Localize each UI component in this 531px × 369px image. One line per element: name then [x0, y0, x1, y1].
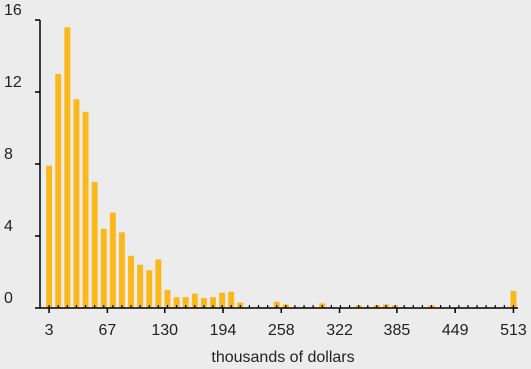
histogram-bar [200, 298, 207, 308]
histogram-bar [64, 27, 71, 308]
x-tick-label: 67 [98, 322, 116, 339]
histogram-bar [182, 297, 189, 308]
x-tick-label: 130 [151, 322, 178, 339]
histogram-bar [118, 232, 125, 308]
histogram-bar [46, 165, 53, 308]
y-tick-label: 0 [4, 290, 13, 307]
histogram-bar [210, 297, 216, 308]
x-tick-label: 258 [268, 322, 295, 339]
axes-group: 0 4 8 12 16 3 67 130 194 258 322 385 449 513 [4, 2, 527, 339]
x-tick-label: 3 [45, 322, 54, 339]
histogram-bar [273, 301, 280, 308]
x-tick-label: 322 [326, 322, 353, 339]
histogram-bar [82, 111, 89, 308]
histogram-bar [164, 290, 171, 308]
y-tick-label: 16 [4, 2, 22, 19]
histogram-bar [219, 292, 226, 308]
x-tick-label: 194 [210, 322, 237, 339]
histogram-bar [155, 259, 162, 308]
histogram-bar [100, 228, 107, 308]
histogram-bar [510, 290, 517, 308]
histogram-bar [173, 297, 180, 308]
histogram-bar [73, 99, 80, 308]
histogram-bar [137, 264, 144, 308]
x-tick-label: 449 [442, 322, 469, 339]
y-tick-label: 4 [4, 218, 13, 235]
histogram-bar [91, 182, 98, 308]
histogram-bar [55, 74, 62, 308]
histogram-bar [109, 212, 116, 308]
histogram-bar [128, 255, 135, 308]
y-tick-label: 8 [4, 146, 13, 163]
x-axis-title: thousands of dollars [211, 349, 354, 366]
y-tick-label: 12 [4, 74, 22, 91]
histogram-bar [228, 291, 235, 308]
x-tick-label: 385 [384, 322, 411, 339]
x-tick-label: 513 [500, 322, 527, 339]
histogram-bar [146, 270, 153, 308]
histogram-bar [191, 293, 198, 308]
